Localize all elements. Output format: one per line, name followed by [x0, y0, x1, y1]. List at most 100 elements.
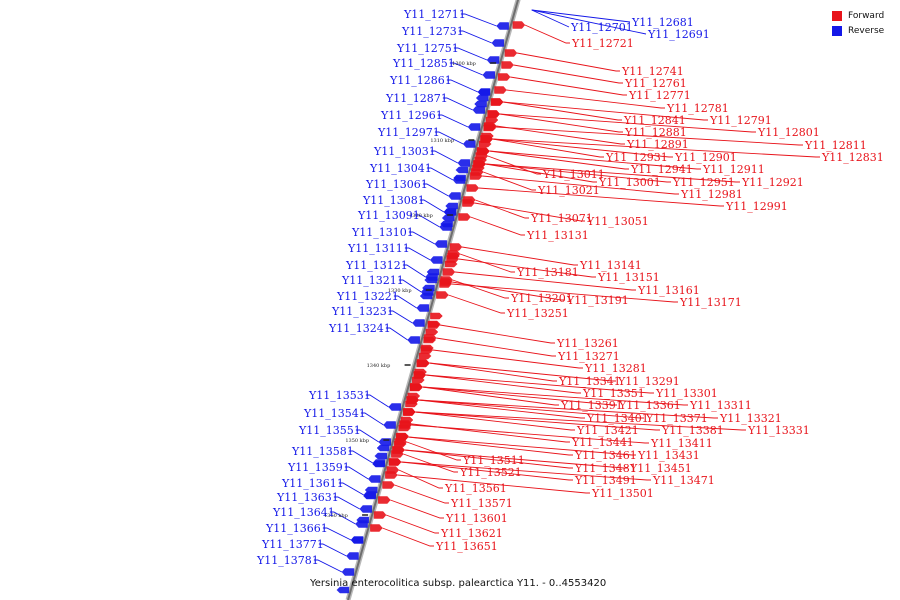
forward-gene-forward-61[interactable] — [386, 466, 400, 474]
forward-gene-forward-25[interactable] — [458, 213, 471, 221]
forward-gene-label-61[interactable]: Y11_13561 — [444, 482, 507, 495]
forward-gene-label-55[interactable]: Y11_13471 — [652, 474, 715, 487]
forward-gene-dense-17[interactable] — [412, 376, 425, 384]
reverse-gene-dense-6[interactable] — [443, 208, 457, 216]
reverse-gene-reverse-6[interactable] — [467, 123, 481, 131]
reverse-gene-label-18[interactable]: Y11_13231 — [331, 305, 394, 318]
forward-gene-label-37[interactable]: Y11_13291 — [617, 375, 680, 388]
reverse-gene-reverse-21[interactable] — [383, 421, 396, 429]
forward-gene-label-26[interactable]: Y11_13141 — [579, 259, 642, 272]
forward-gene-dense-16[interactable] — [414, 368, 427, 376]
forward-gene-label-59[interactable]: Y11_13511 — [462, 454, 525, 467]
forward-gene-label-46[interactable]: Y11_13381 — [661, 424, 724, 437]
forward-gene-label-41[interactable]: Y11_13331 — [747, 424, 810, 437]
forward-gene-forward-33[interactable] — [436, 291, 449, 299]
forward-gene-label-23[interactable]: Y11_13051 — [586, 215, 649, 228]
reverse-gene-dense-20[interactable] — [336, 586, 350, 594]
reverse-gene-reverse-24[interactable] — [367, 475, 381, 483]
forward-gene-label-10[interactable]: Y11_12881 — [624, 126, 687, 139]
reverse-gene-label-14[interactable]: Y11_13111 — [347, 242, 410, 255]
forward-gene-label-57[interactable]: Y11_13491 — [574, 474, 637, 487]
forward-gene-label-51[interactable]: Y11_13431 — [637, 449, 700, 462]
forward-gene-forward-65[interactable] — [370, 524, 383, 532]
reverse-gene-label-9[interactable]: Y11_13041 — [369, 162, 432, 175]
reverse-gene-label-8[interactable]: Y11_13031 — [373, 145, 436, 158]
forward-gene-dense-19[interactable] — [407, 392, 421, 400]
forward-gene-label-35[interactable]: Y11_13271 — [557, 350, 620, 363]
reverse-top-gene-label-0[interactable]: Y11_12701 — [570, 21, 633, 34]
reverse-gene-dense-13[interactable] — [376, 444, 390, 452]
reverse-gene-reverse-7[interactable] — [462, 140, 476, 148]
forward-gene-label-38[interactable]: Y11_13301 — [655, 387, 718, 400]
reverse-gene-dense-0[interactable] — [477, 88, 491, 96]
reverse-gene-dense-3[interactable] — [455, 166, 469, 174]
reverse-gene-label-5[interactable]: Y11_12871 — [385, 92, 448, 105]
reverse-gene-reverse-5[interactable] — [472, 106, 486, 114]
forward-gene-dense-20[interactable] — [405, 400, 418, 408]
forward-gene-forward-26[interactable] — [449, 243, 463, 251]
reverse-gene-label-11[interactable]: Y11_13081 — [362, 194, 425, 207]
reverse-gene-label-22[interactable]: Y11_13551 — [298, 424, 361, 437]
reverse-gene-dense-14[interactable] — [374, 452, 388, 460]
reverse-gene-reverse-30[interactable] — [341, 568, 355, 576]
forward-gene-label-21[interactable]: Y11_13011 — [542, 168, 605, 181]
forward-gene-label-43[interactable]: Y11_13351 — [582, 387, 645, 400]
reverse-gene-label-15[interactable]: Y11_13121 — [345, 259, 408, 272]
reverse-top-gene-label-1[interactable]: Y11_12681 — [631, 16, 694, 29]
forward-gene-dense-12[interactable] — [423, 336, 437, 344]
forward-gene-label-53[interactable]: Y11_13451 — [629, 462, 692, 475]
forward-gene-label-58[interactable]: Y11_13501 — [591, 487, 654, 500]
reverse-gene-dense-18[interactable] — [356, 516, 369, 524]
forward-gene-label-7[interactable]: Y11_12811 — [804, 139, 867, 152]
forward-gene-dense-1[interactable] — [483, 124, 497, 132]
reverse-gene-reverse-3[interactable] — [482, 71, 495, 79]
forward-gene-dense-14[interactable] — [418, 352, 432, 360]
forward-gene-label-8[interactable]: Y11_12831 — [821, 151, 884, 164]
reverse-gene-dense-16[interactable] — [364, 486, 378, 494]
reverse-gene-label-0[interactable]: Y11_12711 — [403, 8, 466, 21]
reverse-gene-reverse-0[interactable] — [496, 22, 509, 30]
forward-gene-label-64[interactable]: Y11_13621 — [440, 527, 503, 540]
reverse-gene-dense-5[interactable] — [445, 202, 458, 210]
forward-gene-label-25[interactable]: Y11_13131 — [526, 229, 589, 242]
reverse-gene-dense-9[interactable] — [426, 268, 440, 276]
forward-gene-label-32[interactable]: Y11_13201 — [510, 292, 573, 305]
reverse-gene-label-19[interactable]: Y11_13241 — [328, 322, 391, 335]
forward-gene-label-47[interactable]: Y11_13391 — [560, 399, 623, 412]
reverse-gene-dense-8[interactable] — [440, 220, 453, 228]
reverse-gene-dense-10[interactable] — [424, 276, 437, 284]
forward-gene-forward-2[interactable] — [501, 61, 514, 69]
reverse-gene-dense-15[interactable] — [372, 460, 385, 468]
forward-gene-label-28[interactable]: Y11_13161 — [637, 284, 700, 297]
forward-gene-label-34[interactable]: Y11_13261 — [556, 337, 619, 350]
forward-gene-label-50[interactable]: Y11_13421 — [576, 424, 639, 437]
forward-gene-dense-21[interactable] — [403, 408, 416, 416]
forward-gene-forward-60[interactable] — [391, 450, 404, 458]
reverse-gene-reverse-19[interactable] — [407, 336, 420, 344]
forward-gene-dense-5[interactable] — [474, 156, 488, 164]
forward-gene-dense-4[interactable] — [476, 148, 490, 156]
forward-gene-dense-23[interactable] — [398, 424, 412, 432]
forward-gene-label-63[interactable]: Y11_13601 — [445, 512, 508, 525]
forward-gene-label-30[interactable]: Y11_13181 — [516, 266, 579, 279]
forward-gene-label-44[interactable]: Y11_13361 — [618, 399, 681, 412]
forward-gene-label-31[interactable]: Y11_13191 — [566, 294, 629, 307]
reverse-top-gene-label-2[interactable]: Y11_12691 — [647, 28, 710, 41]
reverse-gene-label-10[interactable]: Y11_13061 — [365, 178, 428, 191]
forward-gene-dense-11[interactable] — [425, 328, 439, 336]
forward-gene-label-45[interactable]: Y11_13371 — [645, 412, 708, 425]
forward-gene-forward-10[interactable] — [487, 110, 501, 118]
forward-gene-label-19[interactable]: Y11_12991 — [725, 200, 788, 213]
forward-gene-label-2[interactable]: Y11_12761 — [624, 77, 687, 90]
forward-gene-label-27[interactable]: Y11_13151 — [597, 271, 660, 284]
forward-gene-label-52[interactable]: Y11_13441 — [571, 436, 634, 449]
forward-gene-dense-7[interactable] — [447, 252, 460, 260]
forward-gene-forward-63[interactable] — [378, 496, 391, 504]
forward-gene-label-5[interactable]: Y11_12791 — [709, 114, 772, 127]
forward-gene-label-17[interactable]: Y11_12951 — [672, 176, 735, 189]
reverse-gene-reverse-1[interactable] — [491, 39, 505, 47]
reverse-gene-reverse-20[interactable] — [388, 403, 401, 411]
forward-gene-forward-64[interactable] — [373, 511, 387, 519]
forward-gene-label-0[interactable]: Y11_12721 — [571, 37, 634, 50]
forward-gene-dense-0[interactable] — [485, 116, 499, 124]
